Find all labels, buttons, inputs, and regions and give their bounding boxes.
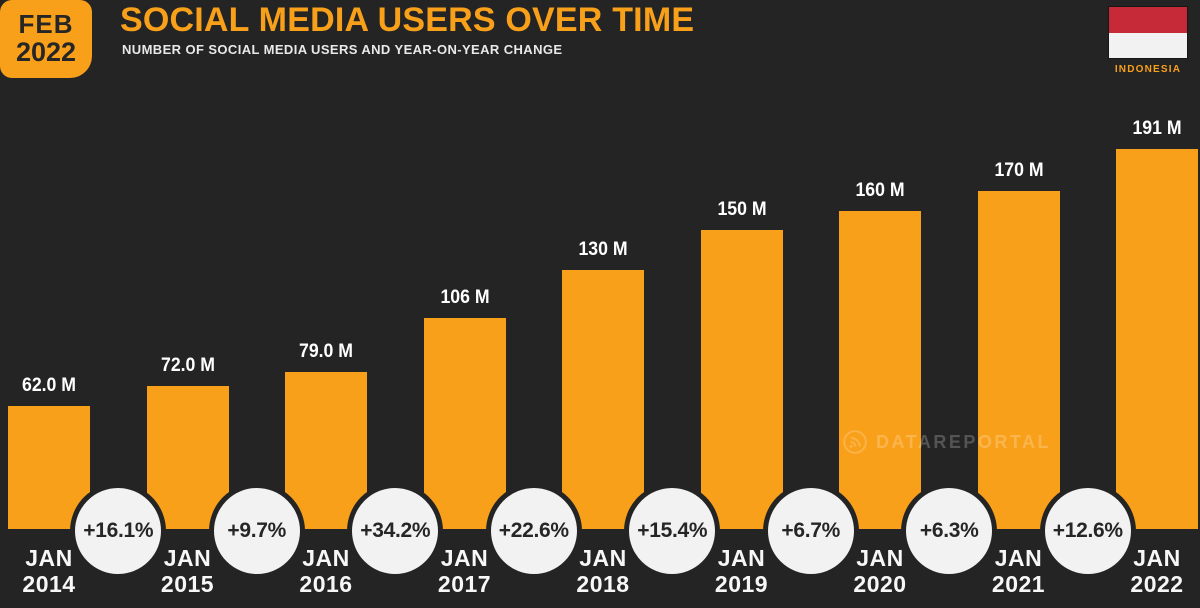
- yoy-change-badge-8: +12.6%: [1039, 483, 1136, 579]
- x-axis-label-jan-2017: JAN 2017: [437, 545, 492, 597]
- x-axis-label-jan-2016: JAN 2016: [299, 545, 353, 597]
- yoy-change-badge-6: +6.7%: [762, 483, 859, 579]
- yoy-change-badge-7: +6.3%: [901, 483, 998, 579]
- bar-jan-2015: [146, 386, 229, 529]
- bar-value-label-jan-2018: 130 M: [578, 239, 628, 260]
- bar-value-label-jan-2020: 160 M: [855, 180, 905, 201]
- yoy-change-badge-4: +22.6%: [485, 483, 582, 579]
- country-label: INDONESIA: [1114, 64, 1182, 75]
- date-badge-month: FEB: [18, 9, 74, 40]
- bar-value-label-jan-2022: 191 M: [1132, 118, 1182, 139]
- indonesia-flag: [1109, 7, 1187, 58]
- yoy-change-badge-5: +15.4%: [624, 483, 721, 579]
- bar-jan-2020: [839, 211, 921, 529]
- x-axis-label-jan-2021: JAN 2021: [991, 545, 1046, 597]
- bar-jan-2017: [423, 318, 506, 529]
- x-axis-label-jan-2015: JAN 2015: [160, 545, 215, 597]
- flag-white-stripe: [1109, 32, 1187, 58]
- yoy-change-badge-2: +9.7%: [208, 483, 305, 579]
- x-axis-label-jan-2014: JAN 2014: [22, 545, 76, 597]
- bar-jan-2022: [1116, 149, 1198, 529]
- x-axis-label-jan-2019: JAN 2019: [714, 545, 769, 597]
- x-axis-label-jan-2022: JAN 2022: [1130, 545, 1184, 597]
- bar-value-label-jan-2014: 62.0 M: [21, 375, 77, 396]
- date-badge: FEB 2022: [0, 0, 92, 78]
- x-axis-label-jan-2018: JAN 2018: [576, 545, 630, 597]
- watermark-text: DATAREPORTAL: [876, 431, 1051, 452]
- datareportal-logo-icon: [842, 429, 868, 455]
- page-title: SOCIAL MEDIA USERS OVER TIME: [120, 1, 695, 39]
- bar-value-label-jan-2015: 72.0 M: [160, 355, 215, 376]
- bar-jan-2019: [700, 230, 783, 529]
- x-axis-label-jan-2020: JAN 2020: [853, 545, 907, 597]
- bar-value-label-jan-2021: 170 M: [993, 160, 1044, 181]
- bar-jan-2018: [562, 270, 644, 529]
- bar-jan-2021: [977, 191, 1060, 529]
- bar-value-label-jan-2017: 106 M: [439, 287, 490, 308]
- watermark: DATAREPORTAL: [842, 429, 1051, 455]
- bar-value-label-jan-2019: 150 M: [716, 199, 767, 220]
- page-subtitle: NUMBER OF SOCIAL MEDIA USERS AND YEAR-ON…: [122, 42, 563, 57]
- bar-jan-2016: [285, 372, 367, 529]
- date-badge-year: 2022: [15, 37, 77, 68]
- yoy-change-badge-1: +16.1%: [70, 483, 167, 579]
- bar-value-label-jan-2016: 79.0 M: [298, 341, 354, 362]
- yoy-change-badge-3: +34.2%: [347, 483, 444, 579]
- flag-red-stripe: [1109, 7, 1187, 33]
